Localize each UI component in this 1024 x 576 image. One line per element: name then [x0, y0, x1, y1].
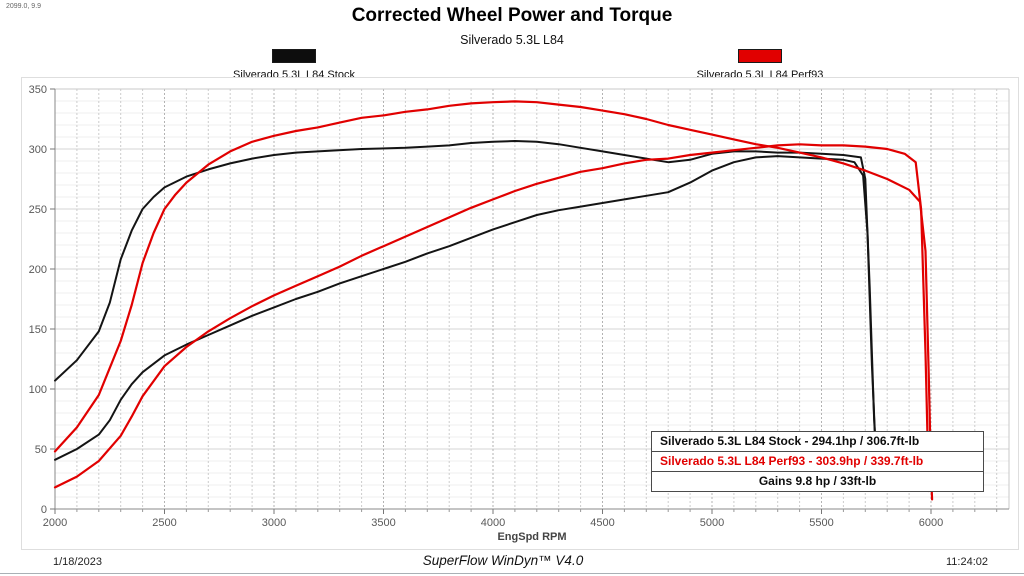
svg-text:6000: 6000	[919, 517, 943, 529]
svg-text:300: 300	[29, 144, 47, 156]
page-subtitle: Silverado 5.3L L84	[460, 33, 564, 47]
software-version-label: SuperFlow WinDyn™ V4.0	[422, 553, 584, 568]
svg-text:350: 350	[29, 84, 47, 96]
perf93-color-swatch	[738, 49, 782, 63]
svg-text:4000: 4000	[481, 517, 505, 529]
page-title: Corrected Wheel Power and Torque	[351, 5, 673, 26]
svg-text:3500: 3500	[371, 517, 395, 529]
svg-text:4500: 4500	[590, 517, 614, 529]
svg-text:3000: 3000	[262, 517, 286, 529]
legend-perf93-label: Silverado 5.3L L84 Perf93	[696, 69, 824, 81]
stock-result-row: Silverado 5.3L L84 Stock - 294.1hp / 306…	[651, 431, 984, 452]
svg-text:150: 150	[29, 324, 47, 336]
chart-outer-frame	[21, 77, 1019, 550]
svg-text:EngSpd RPM: EngSpd RPM	[497, 531, 566, 543]
report-date: 1/18/2023	[53, 556, 102, 568]
cursor-readout: 2099.0, 9.9	[6, 3, 42, 10]
stock-color-swatch	[272, 49, 316, 63]
legend-perf93: Silverado 5.3L L84 Perf93	[650, 49, 870, 81]
perf93-result-row: Silverado 5.3L L84 Perf93 - 303.9hp / 33…	[651, 451, 984, 472]
svg-text:5000: 5000	[700, 517, 724, 529]
svg-text:100: 100	[29, 384, 47, 396]
results-info-box: Silverado 5.3L L84 Stock - 294.1hp / 306…	[651, 431, 984, 492]
legend-stock: Silverado 5.3L L84 Stock	[184, 49, 404, 81]
svg-text:250: 250	[29, 204, 47, 216]
page-bottom-divider	[0, 573, 1024, 574]
svg-text:200: 200	[29, 264, 47, 276]
legend-stock-label: Silverado 5.3L L84 Stock	[233, 69, 355, 81]
svg-text:5500: 5500	[809, 517, 833, 529]
gains-result-row: Gains 9.8 hp / 33ft-lb	[651, 471, 984, 492]
svg-text:50: 50	[35, 444, 47, 456]
report-time: 11:24:02	[945, 556, 988, 568]
curve-perf93-power-hp-	[53, 143, 930, 493]
svg-text:2000: 2000	[43, 517, 67, 529]
svg-text:2500: 2500	[152, 517, 176, 529]
curve-stock-power-hp-	[54, 155, 879, 489]
curve-perf93-torque-ft-lb-	[53, 100, 934, 501]
svg-text:0: 0	[41, 504, 47, 516]
